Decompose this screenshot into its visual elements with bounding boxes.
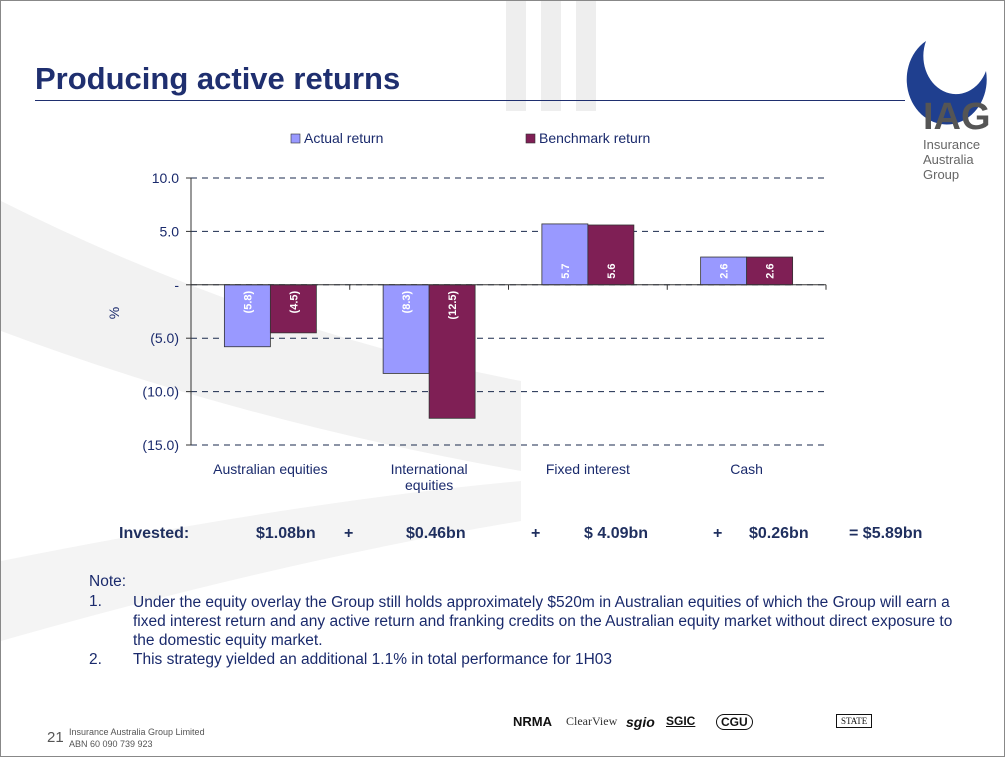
y-tick-label: 10.0 (152, 170, 179, 186)
title-rule (35, 100, 905, 101)
footer-company: Insurance Australia Group Limited (69, 727, 205, 737)
y-tick-label: 5.0 (160, 223, 180, 239)
value-label: (12.5) (447, 290, 459, 319)
x-tick-label: Australian equities (213, 461, 328, 477)
note-text: Under the equity overlay the Group still… (133, 594, 953, 649)
page-number: 21 (47, 729, 64, 746)
bar (382, 284, 430, 374)
invested-item: $0.46bn (406, 525, 466, 542)
legend-swatch (525, 133, 536, 144)
bar (269, 284, 317, 334)
y-tick-label: - (174, 277, 179, 293)
invested-item: = $5.89bn (849, 525, 923, 542)
logo-text: Insurance (923, 137, 981, 152)
value-label: 5.6 (606, 264, 618, 279)
chart: 10.0 5.0 - (5.0) (10.0) (15.0)% (5.8) (4.5) (8.3… (106, 130, 827, 453)
bar (587, 224, 635, 286)
value-label: 2.6 (719, 264, 731, 279)
value-label: (8.3) (401, 290, 413, 313)
note-text: This strategy yielded an additional 1.1%… (133, 651, 613, 668)
footer-abn: ABN 60 090 739 923 (69, 739, 153, 749)
note-number: 2. (89, 651, 102, 668)
legend-swatch (290, 133, 301, 144)
invested-item: $0.26bn (749, 525, 809, 542)
value-label: (4.5) (288, 290, 300, 313)
invested-item: Invested: (119, 525, 190, 542)
bar (541, 223, 589, 286)
logo-mark: IAG (923, 96, 991, 138)
logo-text: Group (923, 167, 960, 182)
slide-title: Producing active returns (35, 61, 401, 96)
legend-label: Actual return (304, 130, 383, 146)
invested-item: $ 4.09bn (584, 525, 649, 542)
bar (746, 256, 794, 286)
value-label: (5.8) (242, 290, 254, 313)
invested-item: $1.08bn (256, 525, 316, 542)
brand-logo: STATE (836, 714, 873, 728)
y-tick-label: (10.0) (142, 384, 179, 400)
brand-logo: CGU (716, 714, 753, 730)
x-tick-label: International equities (390, 461, 468, 493)
brand-logo: ClearView (566, 714, 618, 728)
y-axis-label: % (106, 307, 122, 319)
value-label: 5.7 (560, 264, 572, 279)
brand-logo: NRMA (513, 714, 552, 729)
value-label: 2.6 (765, 264, 777, 279)
invested-item: + (531, 525, 541, 542)
x-tick-label: Cash (730, 461, 763, 477)
y-tick-label: (5.0) (150, 330, 179, 346)
brand-logo: sgio (626, 714, 655, 730)
y-tick-label: (15.0) (142, 437, 179, 453)
legend-label: Benchmark return (539, 130, 650, 146)
bar (223, 284, 271, 348)
brand-logo: SGIC (666, 714, 696, 728)
invested-item: + (344, 525, 354, 542)
x-tick-label: Fixed interest (545, 461, 630, 477)
note-heading: Note: (89, 573, 127, 590)
note-number: 1. (89, 593, 102, 610)
logo-text: Australia (923, 152, 974, 167)
invested-item: + (713, 525, 723, 542)
